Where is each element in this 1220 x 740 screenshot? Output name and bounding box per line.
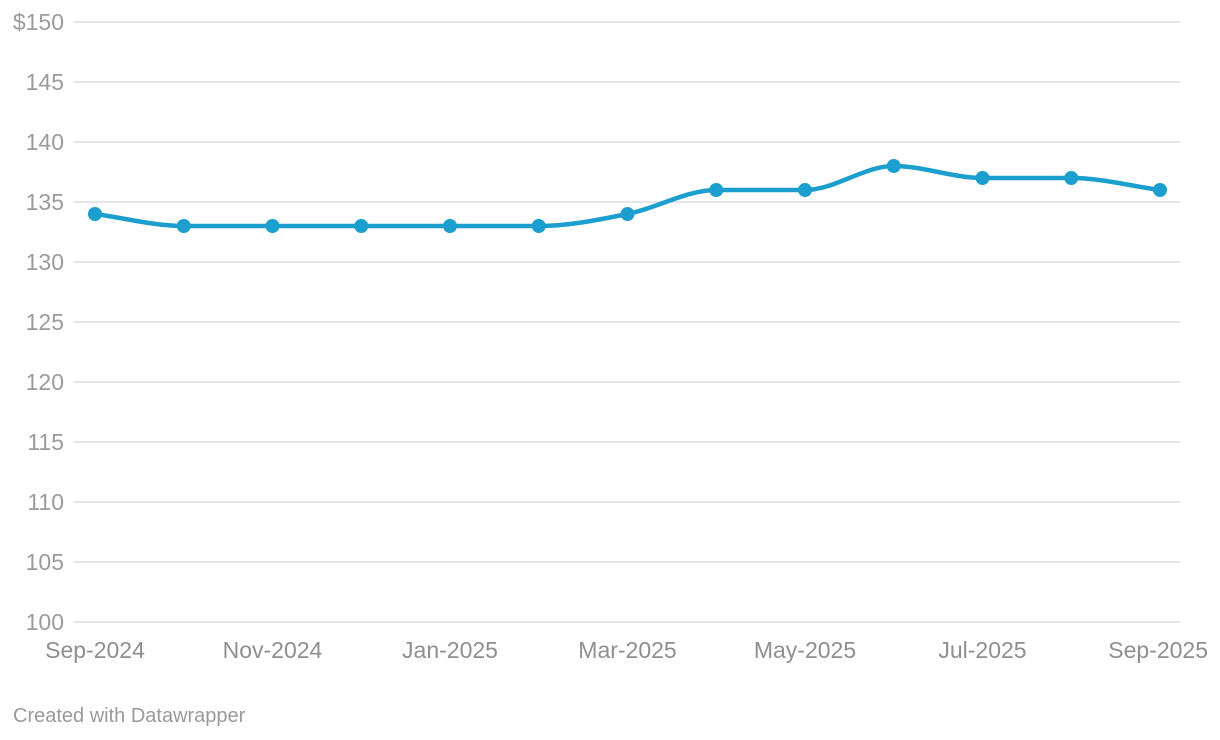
y-tick-label: 125 <box>26 309 64 335</box>
y-tick-label: 145 <box>26 69 64 95</box>
data-point[interactable] <box>798 183 812 197</box>
x-tick-label: Sep-2024 <box>45 637 145 663</box>
line-chart-plot: $150145140135130125120115110105100Sep-20… <box>13 9 1208 663</box>
x-tick-label: Jan-2025 <box>402 637 498 663</box>
y-tick-label: 105 <box>26 549 64 575</box>
y-tick-label: 135 <box>26 189 64 215</box>
data-point[interactable] <box>443 219 457 233</box>
y-tick-label: 115 <box>27 429 64 455</box>
data-point[interactable] <box>709 183 724 197</box>
y-tick-label: 100 <box>26 609 64 635</box>
data-point[interactable] <box>354 219 369 233</box>
data-point[interactable] <box>975 171 990 185</box>
data-point[interactable] <box>1064 171 1079 185</box>
data-point[interactable] <box>176 219 191 233</box>
x-tick-label: May-2025 <box>754 637 856 663</box>
y-tick-label: 130 <box>26 249 64 275</box>
y-tick-label: 120 <box>26 369 64 395</box>
y-tick-label: $150 <box>13 9 64 35</box>
x-tick-label: Jul-2025 <box>938 637 1026 663</box>
data-point[interactable] <box>265 219 280 233</box>
x-tick-label: Nov-2024 <box>223 637 323 663</box>
data-point[interactable] <box>1153 183 1167 197</box>
y-tick-label: 140 <box>26 129 64 155</box>
y-tick-label: 110 <box>27 489 64 515</box>
data-point[interactable] <box>886 159 901 173</box>
data-point[interactable] <box>620 207 635 221</box>
data-point[interactable] <box>531 219 546 233</box>
data-point[interactable] <box>88 207 102 221</box>
x-tick-label: Sep-2025 <box>1108 637 1208 663</box>
x-tick-label: Mar-2025 <box>578 637 676 663</box>
datawrapper-credit-link[interactable]: Created with Datawrapper <box>13 705 246 727</box>
